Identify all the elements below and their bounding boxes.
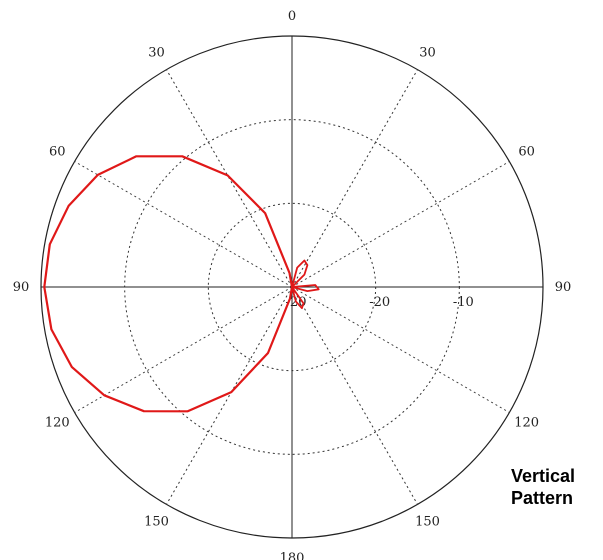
- grid-spoke-60-left: [74, 161, 293, 288]
- ring-labels: -20 -20 -10: [286, 295, 474, 310]
- angle-label-left-120: 120: [45, 416, 70, 431]
- caption-line-1: Vertical: [511, 466, 576, 486]
- ring-label-3: -10: [453, 295, 474, 310]
- chart-caption: Vertical Pattern: [511, 465, 575, 509]
- angle-label-right-30: 30: [419, 45, 436, 60]
- main-lobe: [43, 155, 294, 413]
- pattern-series: [43, 155, 320, 413]
- ring-label-2: -20: [369, 295, 390, 310]
- angle-label-left-90: 90: [13, 280, 30, 295]
- grid-spoke-120-right: [291, 286, 510, 413]
- grid-spoke-60-right: [291, 161, 510, 288]
- back-lobe-2: [291, 284, 320, 292]
- angle-label-left-30: 30: [148, 45, 165, 60]
- grid-spoke-150-right: [291, 286, 418, 505]
- angle-label-right-90: 90: [555, 280, 572, 295]
- back-lobe-1: [291, 259, 309, 288]
- back-lobe-3: [291, 286, 305, 310]
- grid-spoke-150-left: [166, 286, 293, 505]
- caption-line-2: Pattern: [511, 488, 574, 508]
- grid-spoke-30-right: [291, 69, 418, 288]
- angle-label-right-150: 150: [415, 515, 440, 530]
- grid-spoke-120-left: [74, 286, 293, 413]
- angle-label-left-60: 60: [49, 145, 66, 160]
- angle-label-left-0: 0: [288, 9, 296, 24]
- angle-label-left-150: 150: [144, 515, 169, 530]
- angle-label-right-120: 120: [514, 416, 539, 431]
- angle-label-right-60: 60: [518, 145, 535, 160]
- angle-labels: 0 30 60 90 120 150 180 30 60 90 120 150: [13, 9, 572, 560]
- angle-label-left-180: 180: [280, 551, 305, 560]
